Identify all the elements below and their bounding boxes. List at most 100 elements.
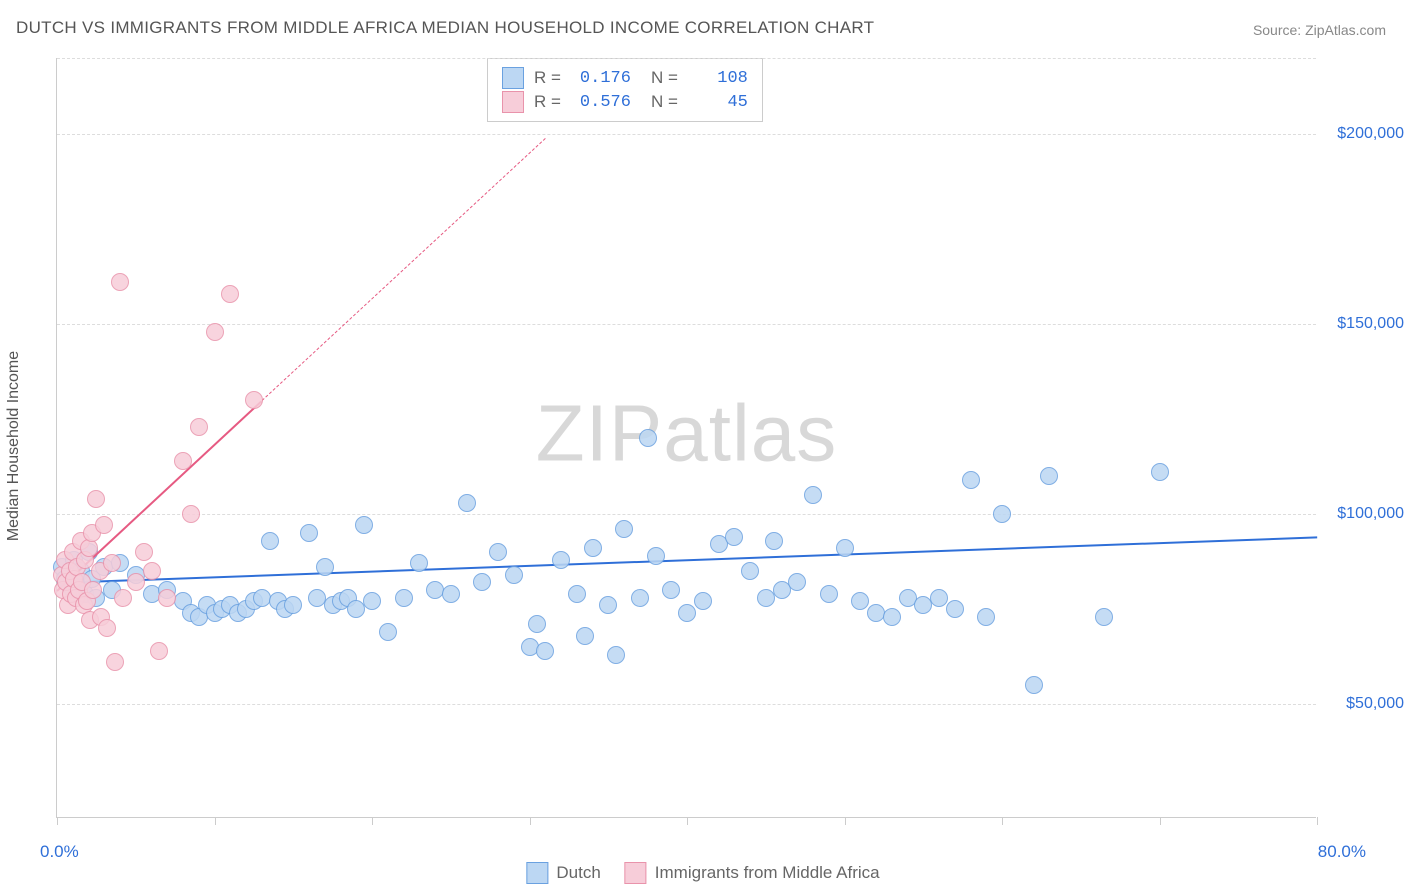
data-point	[528, 615, 546, 633]
legend-n-label: N =	[651, 68, 678, 88]
data-point	[741, 562, 759, 580]
series-legend: Dutch Immigrants from Middle Africa	[526, 862, 879, 884]
legend-row: R = 0.576 N = 45	[502, 91, 748, 113]
data-point	[106, 653, 124, 671]
data-point	[804, 486, 822, 504]
data-point	[1025, 676, 1043, 694]
data-point	[355, 516, 373, 534]
legend-r-value: 0.576	[571, 93, 631, 112]
data-point	[962, 471, 980, 489]
data-point	[379, 623, 397, 641]
data-point	[174, 452, 192, 470]
data-point	[143, 562, 161, 580]
x-tick	[215, 817, 216, 825]
data-point	[245, 391, 263, 409]
data-point	[694, 592, 712, 610]
data-point	[678, 604, 696, 622]
legend-n-value: 45	[688, 93, 748, 112]
data-point	[1040, 467, 1058, 485]
data-point	[261, 532, 279, 550]
y-tick-label: $200,000	[1324, 125, 1404, 143]
data-point	[639, 429, 657, 447]
legend-n-value: 108	[688, 69, 748, 88]
data-point	[489, 543, 507, 561]
data-point	[765, 532, 783, 550]
data-point	[930, 589, 948, 607]
data-point	[552, 551, 570, 569]
x-tick	[1002, 817, 1003, 825]
data-point	[135, 543, 153, 561]
data-point	[458, 494, 476, 512]
x-tick	[530, 817, 531, 825]
trend-line	[261, 138, 545, 401]
trend-line	[57, 537, 1317, 585]
data-point	[316, 558, 334, 576]
data-point	[662, 581, 680, 599]
y-tick-label: $150,000	[1324, 315, 1404, 333]
x-tick	[687, 817, 688, 825]
data-point	[127, 573, 145, 591]
data-point	[576, 627, 594, 645]
source-label: Source: ZipAtlas.com	[1253, 22, 1386, 38]
data-point	[190, 418, 208, 436]
x-tick	[845, 817, 846, 825]
legend-swatch	[526, 862, 548, 884]
data-point	[851, 592, 869, 610]
data-point	[1095, 608, 1113, 626]
data-point	[647, 547, 665, 565]
data-point	[84, 581, 102, 599]
series-legend-item: Immigrants from Middle Africa	[625, 862, 880, 884]
series-legend-label: Dutch	[556, 863, 600, 883]
data-point	[395, 589, 413, 607]
data-point	[505, 566, 523, 584]
data-point	[87, 490, 105, 508]
data-point	[946, 600, 964, 618]
data-point	[993, 505, 1011, 523]
x-tick	[1160, 817, 1161, 825]
plot-area: ZIPatlas R =0.176N =108R =0.576N =45 $50…	[56, 58, 1316, 818]
series-legend-label: Immigrants from Middle Africa	[655, 863, 880, 883]
series-legend-item: Dutch	[526, 862, 600, 884]
data-point	[820, 585, 838, 603]
data-point	[150, 642, 168, 660]
data-point	[883, 608, 901, 626]
x-tick	[1317, 817, 1318, 825]
y-tick-label: $100,000	[1324, 505, 1404, 523]
x-axis-max-label: 80.0%	[1318, 842, 1366, 862]
legend-swatch	[502, 67, 524, 89]
data-point	[536, 642, 554, 660]
chart-title: DUTCH VS IMMIGRANTS FROM MIDDLE AFRICA M…	[16, 18, 874, 38]
data-point	[80, 539, 98, 557]
data-point	[615, 520, 633, 538]
data-point	[95, 516, 113, 534]
legend-r-value: 0.176	[571, 69, 631, 88]
legend-row: R = 0.176 N = 108	[502, 67, 748, 89]
data-point	[977, 608, 995, 626]
legend-swatch	[502, 91, 524, 113]
data-point	[363, 592, 381, 610]
data-point	[631, 589, 649, 607]
data-point	[182, 505, 200, 523]
y-tick-label: $50,000	[1324, 695, 1404, 713]
data-point	[442, 585, 460, 603]
legend-r-label: R =	[534, 92, 561, 112]
legend-n-label: N =	[651, 92, 678, 112]
data-point	[111, 273, 129, 291]
correlation-legend: R = 0.176 N = 108 R = 0.576 N = 45	[487, 58, 763, 122]
data-point	[114, 589, 132, 607]
data-point	[103, 554, 121, 572]
gridline	[57, 324, 1316, 325]
data-point	[788, 573, 806, 591]
data-point	[584, 539, 602, 557]
legend-r-label: R =	[534, 68, 561, 88]
data-point	[607, 646, 625, 664]
x-axis-min-label: 0.0%	[40, 842, 79, 862]
data-point	[206, 323, 224, 341]
data-point	[410, 554, 428, 572]
gridline	[57, 58, 1316, 59]
chart-container: DUTCH VS IMMIGRANTS FROM MIDDLE AFRICA M…	[0, 0, 1406, 892]
data-point	[300, 524, 318, 542]
gridline	[57, 704, 1316, 705]
data-point	[158, 589, 176, 607]
x-tick	[372, 817, 373, 825]
